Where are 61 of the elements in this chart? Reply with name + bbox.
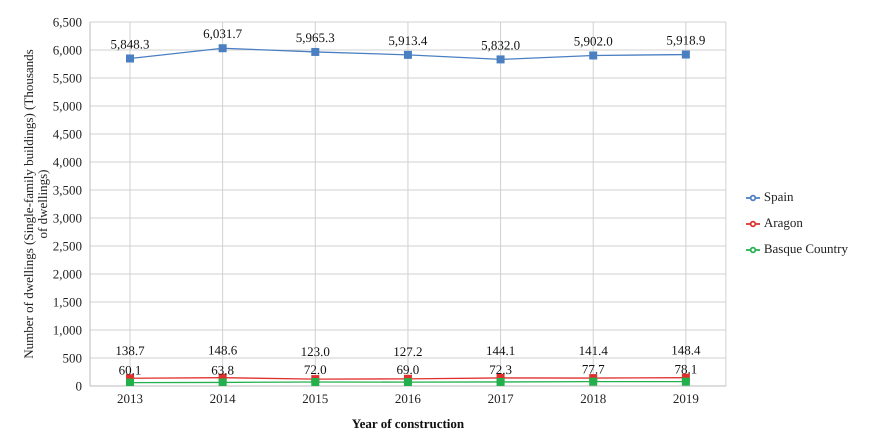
data-label: 144.1 (486, 342, 516, 358)
data-label: 127.2 (393, 344, 423, 359)
y-tick-label: 4,500 (52, 126, 82, 142)
data-label: 6,031.7 (203, 26, 243, 42)
legend-label: Basque Country (764, 241, 848, 256)
x-tick-label: 2014 (210, 391, 236, 406)
x-tick-label: 2015 (302, 391, 328, 406)
data-label: 77.7 (582, 362, 606, 377)
y-tick-label: 5,000 (52, 98, 82, 114)
point (404, 378, 412, 386)
data-label: 148.6 (208, 342, 238, 358)
data-label: 138.7 (115, 343, 146, 358)
y-tick-label: 1,500 (52, 294, 82, 310)
y-tick-label: 5,500 (52, 70, 82, 86)
point (496, 55, 505, 64)
y-tick-label: 3,500 (52, 182, 82, 198)
y-tick-label: 4,000 (52, 154, 82, 170)
point (218, 378, 227, 386)
data-label: 5,913.4 (388, 32, 428, 48)
y-tick-label: 3,000 (52, 210, 82, 226)
data-label: 72.0 (304, 362, 327, 377)
data-label: 78.1 (674, 362, 698, 377)
y-tick-label: 1,000 (52, 322, 82, 338)
y-tick-label: 500 (62, 350, 82, 366)
point (404, 50, 412, 59)
data-label: 5,832.0 (481, 37, 520, 52)
legend-label: Aragon (764, 215, 803, 230)
x-axis-title: Year of construction (352, 416, 465, 431)
data-label: 5,848.3 (110, 36, 150, 52)
point (589, 378, 598, 386)
point (682, 378, 690, 386)
data-label: 5,918.9 (666, 32, 706, 48)
data-label: 63.8 (211, 362, 234, 378)
data-label: 69.0 (396, 362, 420, 378)
y-tick-label: 2,500 (52, 238, 82, 254)
x-tick-label: 2018 (580, 391, 606, 406)
point (311, 48, 320, 56)
legend-label: Spain (764, 189, 794, 204)
data-label: 148.4 (671, 342, 701, 358)
x-tick-label: 2013 (117, 391, 143, 406)
x-tick-label: 2016 (394, 391, 422, 406)
point (682, 50, 690, 59)
point (311, 378, 320, 386)
x-tick-label: 2019 (672, 391, 699, 406)
y-tick-label: 6,000 (52, 42, 82, 58)
data-label: 5,902.0 (574, 33, 613, 48)
x-tick-label: 2017 (488, 391, 514, 406)
y-tick-label: 0 (76, 378, 82, 394)
point (126, 54, 134, 62)
y-axis-title: Number of dwellings (Single-family buildings) (Thousands of dwellings) (21, 49, 50, 359)
data-label: 123.0 (300, 344, 330, 360)
point (218, 44, 227, 52)
data-label: 5,965.3 (296, 30, 335, 45)
data-label: 141.4 (578, 343, 608, 358)
data-label: 72.3 (489, 362, 512, 377)
point (589, 51, 598, 60)
point (126, 378, 134, 386)
y-tick-label: 6,500 (52, 14, 82, 30)
data-label: 60.1 (118, 362, 142, 378)
y-tick-label: 2,000 (52, 266, 82, 282)
point (496, 378, 505, 386)
